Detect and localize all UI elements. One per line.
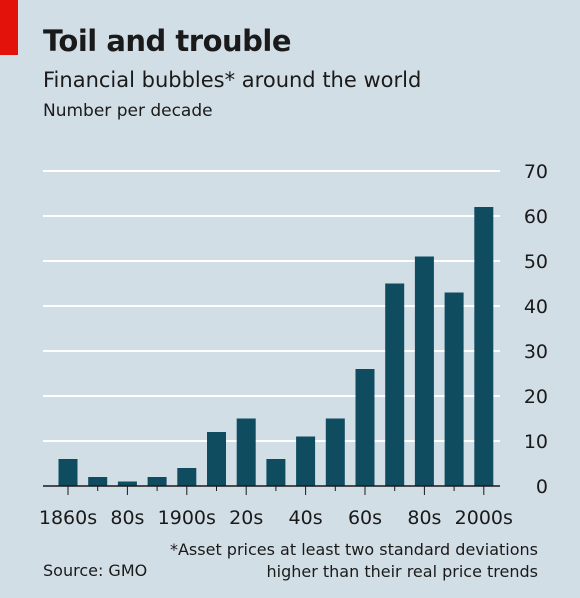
x-tick-label: 20s (229, 507, 263, 529)
brand-red-tab (0, 0, 18, 55)
footnote-line-2: higher than their real price trends (266, 562, 539, 581)
x-tick-label: 2000s (455, 507, 513, 529)
x-tick-label: 40s (289, 507, 323, 529)
x-tick-label: 80s (110, 507, 144, 529)
y-tick-label: 0 (536, 476, 548, 498)
footnote: *Asset prices at least two standard devi… (170, 539, 538, 583)
bar (147, 477, 167, 486)
bar (355, 369, 375, 486)
chart-title: Toil and trouble (43, 24, 292, 58)
source-note: Source: GMO (43, 561, 148, 580)
bar (117, 481, 137, 486)
y-tick-label: 60 (524, 206, 548, 228)
chart-unit-label: Number per decade (43, 101, 213, 121)
y-tick-label: 40 (524, 296, 548, 318)
bar (207, 432, 226, 486)
bar (177, 468, 197, 486)
bar (444, 292, 464, 486)
footnote-line-1: *Asset prices at least two standard devi… (169, 540, 538, 559)
x-tick-label: 1900s (158, 507, 216, 529)
x-tick-label: 80s (407, 507, 441, 529)
bar (236, 418, 256, 486)
chart-subtitle: Financial bubbles* around the world (43, 68, 422, 92)
bar (266, 459, 286, 486)
bar (296, 436, 316, 486)
bar (88, 477, 108, 486)
y-tick-label: 20 (524, 386, 548, 408)
x-tick-label: 1860s (39, 507, 97, 529)
y-tick-label: 10 (524, 431, 548, 453)
bar (325, 418, 345, 486)
bar (474, 207, 494, 486)
x-tick-label: 60s (348, 507, 382, 529)
y-tick-label: 70 (524, 161, 548, 183)
y-tick-label: 50 (524, 251, 548, 273)
bar (58, 459, 78, 486)
bar (414, 256, 434, 486)
bar (385, 283, 405, 486)
y-tick-label: 30 (524, 341, 548, 363)
